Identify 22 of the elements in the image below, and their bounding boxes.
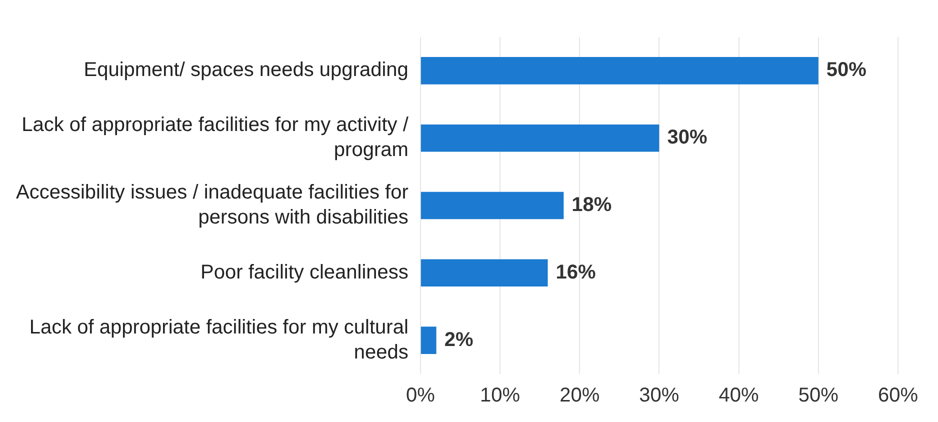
y-tick-label: Lack of appropriate facilities for my cultural needs xyxy=(29,316,408,364)
data-label: 16% xyxy=(556,261,596,284)
x-tick-label: 20% xyxy=(560,384,600,407)
data-label: 50% xyxy=(826,59,867,82)
bar xyxy=(420,57,818,84)
x-tick-label: 0% xyxy=(406,384,436,407)
bar xyxy=(420,326,436,354)
y-tick-label: Accessibility issues / inadequate facilities for persons with disabilities xyxy=(16,182,409,229)
bar xyxy=(420,192,564,220)
x-tick-label: 30% xyxy=(639,384,680,407)
data-label: 18% xyxy=(572,194,612,216)
y-tick-label: Poor facility cleanliness xyxy=(200,261,408,284)
y-tick-label: Lack of appropriate facilities for my activity / program xyxy=(22,114,409,162)
x-tick-label: 50% xyxy=(798,384,839,407)
data-label: 2% xyxy=(444,328,474,351)
x-tick-label: 10% xyxy=(480,384,520,407)
bar xyxy=(420,124,660,152)
y-tick-label: Equipment/ spaces needs upgrading xyxy=(84,59,408,82)
x-tick-label: 60% xyxy=(878,384,918,407)
data-label: 30% xyxy=(667,126,708,149)
bar xyxy=(420,259,548,287)
x-tick-label: 40% xyxy=(718,384,760,407)
